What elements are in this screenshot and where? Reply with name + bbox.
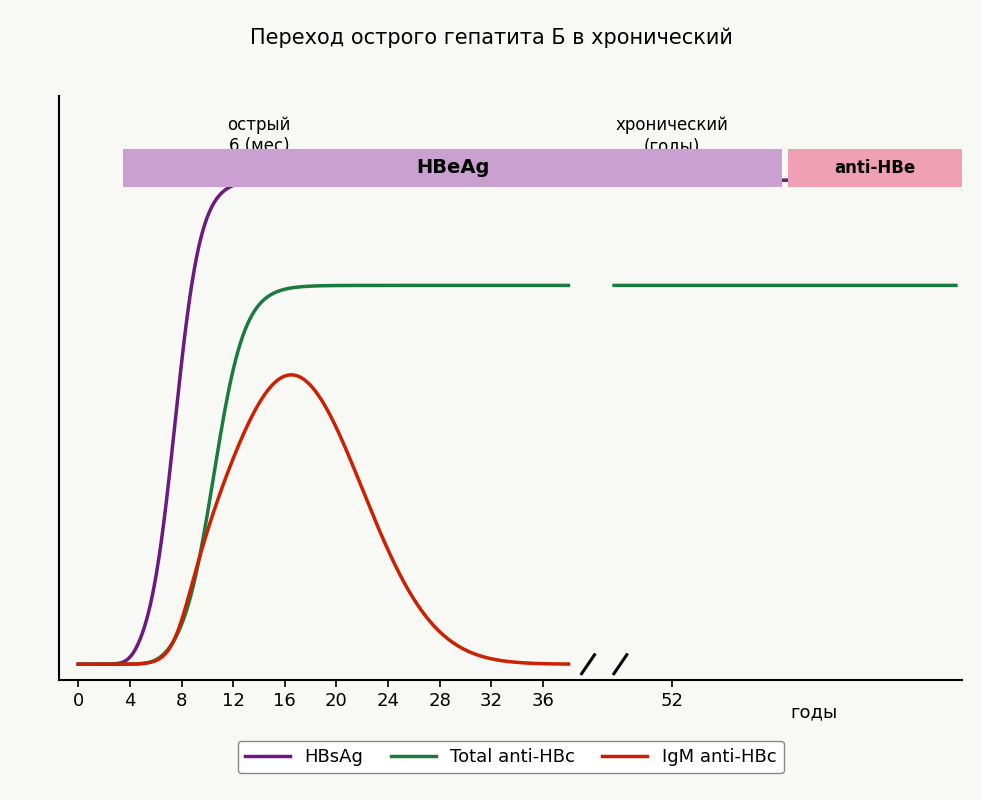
Text: anti-HBe: anti-HBe <box>835 158 916 177</box>
Bar <box>124 149 782 186</box>
Bar <box>789 149 962 186</box>
Text: острый
6 (мес): острый 6 (мес) <box>227 117 291 155</box>
Text: хронический
(годы): хронический (годы) <box>616 117 729 155</box>
Legend: HBsAg, Total anti-HBc, IgM anti-HBc: HBsAg, Total anti-HBc, IgM anti-HBc <box>238 741 784 773</box>
Text: недели после заражения: недели после заражения <box>257 750 518 769</box>
Text: Переход острого гепатита Б в хронический: Переход острого гепатита Б в хронический <box>249 28 733 49</box>
Text: HBeAg: HBeAg <box>415 158 489 177</box>
Text: годы: годы <box>791 704 838 722</box>
